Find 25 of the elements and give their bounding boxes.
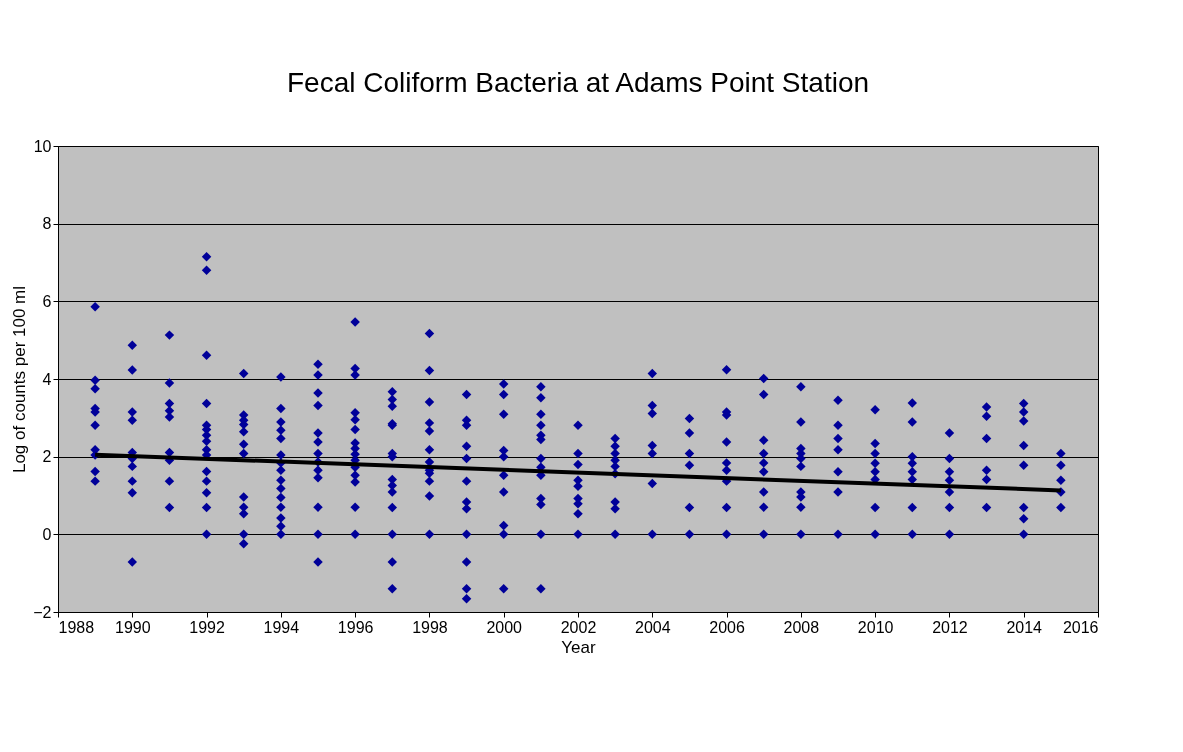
x-tick-label: 2006	[709, 618, 745, 636]
y-tick-label: −2	[33, 603, 52, 621]
x-tick-label: 1990	[114, 618, 151, 636]
y-tick-label: 8	[42, 215, 52, 233]
y-tick-label: 10	[33, 137, 52, 155]
x-tick-label: 1996	[337, 618, 374, 636]
x-tick-label: 1998	[412, 618, 448, 636]
y-tick-label: 4	[42, 370, 52, 388]
x-tick-label: 2014	[1006, 618, 1043, 636]
x-tick-label: 2008	[783, 618, 820, 636]
y-tick-label: 2	[42, 448, 52, 466]
x-tick-label: 2012	[932, 618, 968, 636]
x-tick-label: 1994	[263, 618, 300, 636]
x-tick-label: 1988	[58, 618, 95, 636]
y-axis-title: Log of counts per 100 ml	[10, 285, 30, 474]
chart-title: Fecal Coliform Bacteria at Adams Point Station	[286, 67, 870, 98]
x-tick-label: 2000	[486, 618, 523, 636]
x-tick-label: 2016	[1062, 618, 1099, 636]
x-tick-label: 1992	[189, 618, 225, 636]
x-tick-label: 2010	[857, 618, 894, 636]
x-tick-label: 2002	[560, 618, 597, 636]
x-tick-label: 2004	[634, 618, 671, 636]
y-tick-label: 0	[42, 525, 52, 543]
x-axis-title: Year	[561, 637, 597, 657]
y-tick-label: 6	[42, 292, 52, 310]
